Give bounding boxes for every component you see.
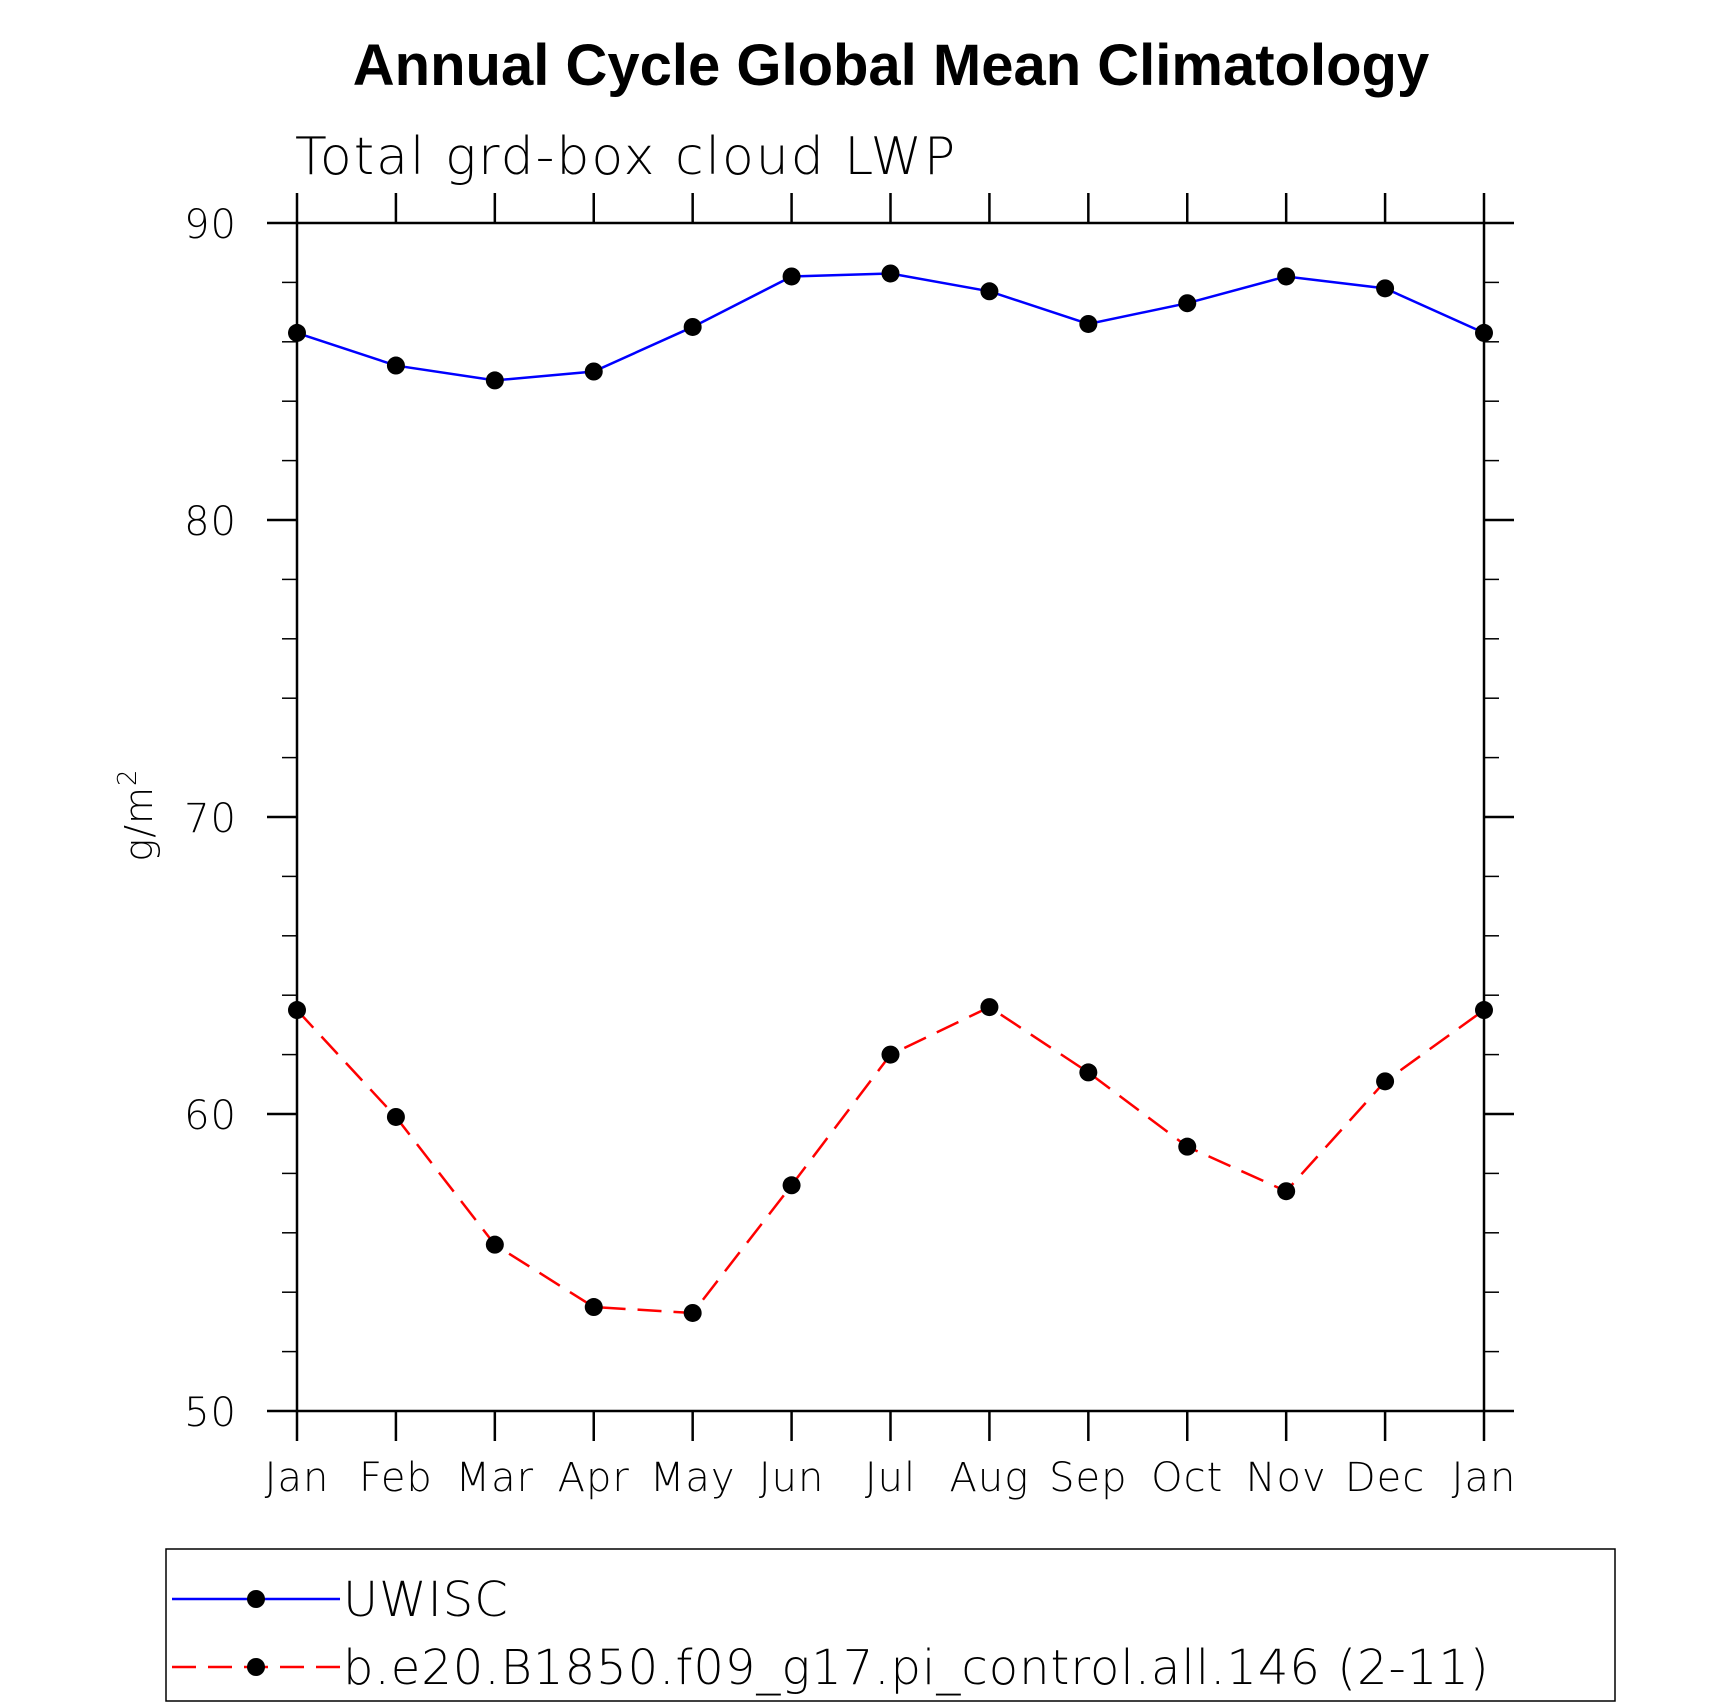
legend-marker-1 bbox=[247, 1658, 265, 1676]
data-point bbox=[485, 371, 504, 390]
x-tick-label: Jul bbox=[865, 1455, 916, 1501]
y-tick-label: 70 bbox=[184, 796, 237, 842]
x-tick-label: Aug bbox=[950, 1455, 1030, 1501]
data-point bbox=[881, 264, 900, 283]
svg-text:g/m2: g/m2 bbox=[113, 768, 161, 861]
y-tick-label: 50 bbox=[184, 1390, 237, 1436]
y-tick-label: 80 bbox=[184, 499, 237, 545]
x-tick-label: Nov bbox=[1246, 1455, 1327, 1501]
plot-frame bbox=[295, 221, 1486, 1413]
legend-marker-0 bbox=[247, 1590, 265, 1608]
legend-label-0: UWISC bbox=[343, 1572, 509, 1628]
chart-subtitle: Total grd-box cloud LWP bbox=[295, 127, 957, 187]
x-tick-label: Oct bbox=[1151, 1455, 1223, 1501]
legend-label-1: b.e20.B1850.f09_g17.pi_control.all.146 (… bbox=[343, 1640, 1490, 1696]
x-tick-label: Sep bbox=[1049, 1455, 1127, 1501]
x-tick-label: Mar bbox=[456, 1455, 534, 1501]
data-point bbox=[1376, 279, 1395, 298]
x-tick-label: Feb bbox=[359, 1455, 433, 1501]
x-tick-label: Apr bbox=[558, 1455, 630, 1501]
data-point bbox=[980, 282, 999, 301]
data-point bbox=[1079, 314, 1098, 333]
data-point bbox=[1475, 1001, 1493, 1020]
data-point bbox=[1376, 1072, 1395, 1091]
y-tick-label: 90 bbox=[184, 202, 237, 248]
y-axis-label: g/m2 bbox=[113, 768, 161, 861]
legend: UWISC b.e20.B1850.f09_g17.pi_control.all.… bbox=[165, 1548, 1616, 1702]
data-point bbox=[683, 1303, 702, 1322]
x-tick-label: Jan bbox=[265, 1455, 330, 1501]
x-tick-label: Dec bbox=[1345, 1455, 1425, 1501]
data-point bbox=[1277, 267, 1296, 286]
y-axis-label-base: g/m bbox=[117, 786, 161, 862]
legend-box bbox=[165, 1548, 1616, 1702]
data-point bbox=[584, 362, 603, 381]
axes: Jan Feb Mar Apr May Jun Jul Aug Sep Oct Nov Dec Jan 5… bbox=[184, 193, 1517, 1501]
chart-title: Annual Cycle Global Mean Climatology bbox=[353, 33, 1429, 98]
series-group bbox=[288, 264, 1493, 1322]
data-point bbox=[1277, 1182, 1296, 1201]
data-point bbox=[980, 998, 999, 1017]
data-point bbox=[1178, 294, 1197, 313]
data-point bbox=[386, 356, 405, 375]
data-point bbox=[881, 1045, 900, 1064]
series-line-0 bbox=[296, 272, 1485, 382]
data-point bbox=[782, 1176, 801, 1195]
data-point bbox=[1079, 1063, 1098, 1082]
data-point bbox=[288, 1001, 306, 1020]
data-point bbox=[288, 323, 306, 342]
data-point bbox=[386, 1107, 405, 1126]
data-point bbox=[683, 317, 702, 336]
data-point bbox=[782, 267, 801, 286]
y-tick-label: 60 bbox=[184, 1093, 237, 1139]
y-axis-label-superscript: 2 bbox=[113, 768, 143, 786]
data-point bbox=[1475, 323, 1493, 342]
data-point bbox=[584, 1298, 603, 1317]
data-point bbox=[1178, 1137, 1197, 1156]
x-tick-label: Jan bbox=[1452, 1455, 1517, 1501]
x-tick-label: Jun bbox=[759, 1455, 825, 1501]
x-tick-label: May bbox=[650, 1455, 736, 1501]
data-point bbox=[485, 1235, 504, 1254]
